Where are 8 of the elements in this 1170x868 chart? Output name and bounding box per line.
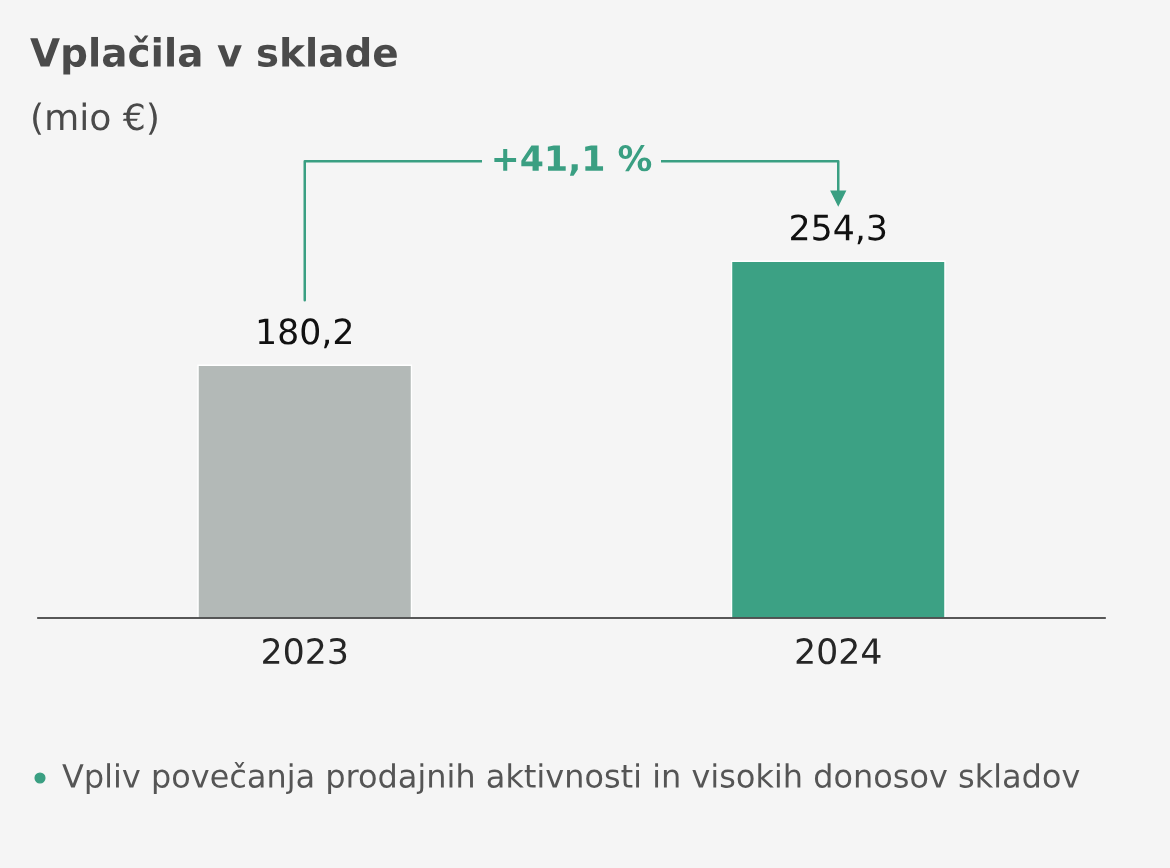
chart-title: Vplačila v sklade [30,35,397,75]
data-label: 254,3 [791,214,886,245]
x-tick-label: 2024 [796,638,881,665]
data-label: 180,2 [258,318,351,349]
text: +41,1 % [494,145,652,176]
x-tick-label: 2023 [263,638,347,665]
chart-subtitle: (mio €) [33,102,157,135]
text: Vpliv povečanja prodajnih aktivnosti in visokih donosov skladov [62,761,1080,795]
